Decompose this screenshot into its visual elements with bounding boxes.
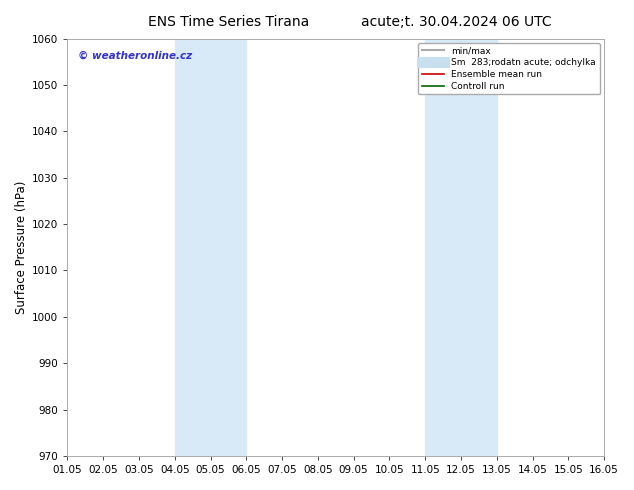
- Text: © weatheronline.cz: © weatheronline.cz: [78, 51, 192, 61]
- Text: acute;t. 30.04.2024 06 UTC: acute;t. 30.04.2024 06 UTC: [361, 15, 552, 29]
- Bar: [425, 39, 497, 456]
- Y-axis label: Surface Pressure (hPa): Surface Pressure (hPa): [15, 181, 28, 314]
- Legend: min/max, Sm  283;rodatn acute; odchylka, Ensemble mean run, Controll run: min/max, Sm 283;rodatn acute; odchylka, …: [418, 43, 600, 95]
- Text: ENS Time Series Tirana: ENS Time Series Tirana: [148, 15, 309, 29]
- Bar: [175, 39, 247, 456]
